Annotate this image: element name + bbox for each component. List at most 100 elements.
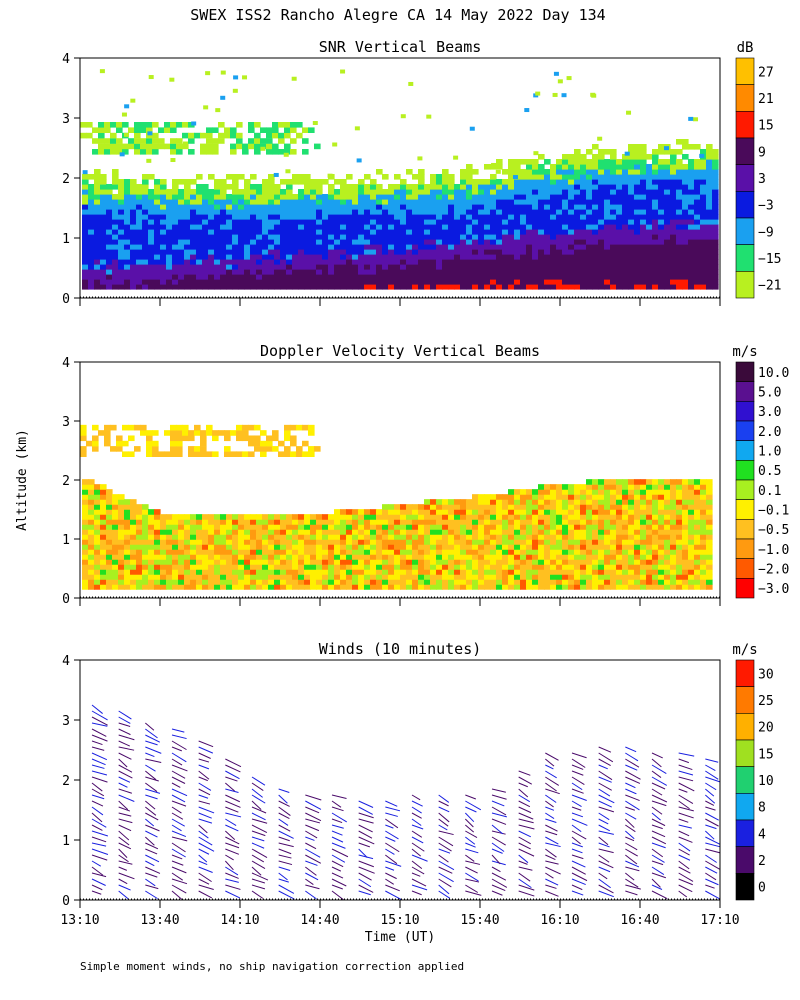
snr-cell xyxy=(218,138,225,144)
velocity-cell xyxy=(442,564,449,570)
velocity-cell xyxy=(568,549,575,555)
velocity-cell xyxy=(418,574,425,580)
snr-cell xyxy=(268,234,275,240)
colorbar-segment xyxy=(735,361,755,382)
snr-cell xyxy=(244,194,251,200)
velocity-cell xyxy=(242,451,249,457)
velocity-cell xyxy=(358,514,365,520)
snr-cell xyxy=(424,184,431,190)
velocity-cell xyxy=(622,564,629,570)
velocity-cell xyxy=(112,529,119,535)
velocity-cell xyxy=(352,529,359,535)
snr-cell xyxy=(514,264,521,270)
velocity-cell xyxy=(610,549,617,555)
snr-cell xyxy=(106,194,113,200)
snr-cell xyxy=(82,189,89,195)
snr-cell xyxy=(310,179,317,185)
snr-cell xyxy=(670,229,677,235)
snr-cell xyxy=(212,127,219,133)
snr-cell xyxy=(178,204,185,210)
snr-cell xyxy=(454,284,461,290)
snr-cell xyxy=(310,184,317,190)
snr-cell xyxy=(682,164,689,170)
velocity-cell xyxy=(262,554,269,560)
snr-cell xyxy=(490,239,497,245)
snr-cell xyxy=(376,234,383,240)
snr-cell xyxy=(230,127,237,133)
snr-cell xyxy=(526,259,533,265)
velocity-cell xyxy=(340,574,347,580)
snr-cell xyxy=(700,279,707,285)
velocity-cell xyxy=(550,499,557,505)
snr-cell xyxy=(400,199,407,205)
snr-cell xyxy=(170,138,177,144)
velocity-cell xyxy=(206,424,213,431)
velocity-cell xyxy=(676,559,683,565)
snr-cell xyxy=(406,209,413,215)
velocity-cell xyxy=(664,519,671,525)
velocity-cell xyxy=(230,451,237,457)
snr-cell xyxy=(262,254,269,260)
snr-cell xyxy=(466,234,473,240)
snr-cell xyxy=(328,209,335,215)
snr-cell xyxy=(514,204,521,210)
snr-cell xyxy=(586,219,593,225)
snr-cell xyxy=(310,214,317,220)
velocity-cell xyxy=(124,509,131,515)
wind-barb xyxy=(171,734,187,740)
velocity-cell xyxy=(82,529,89,535)
snr-cell xyxy=(196,219,203,225)
snr-cell xyxy=(580,264,587,270)
velocity-cell xyxy=(364,564,371,570)
snr-cell xyxy=(688,199,695,205)
velocity-cell xyxy=(406,559,413,565)
velocity-cell xyxy=(358,529,365,535)
snr-cell xyxy=(262,259,269,265)
velocity-cell xyxy=(616,574,623,580)
snr-cell xyxy=(514,214,521,220)
snr-cell xyxy=(604,239,611,245)
snr-cell xyxy=(200,149,207,155)
velocity-cell xyxy=(166,579,173,585)
wind-barb xyxy=(145,818,155,827)
velocity-cell xyxy=(370,579,377,585)
colorbar-label: −2.0 xyxy=(758,563,789,578)
velocity-cell xyxy=(556,529,563,535)
velocity-cell xyxy=(142,584,149,590)
snr-cell xyxy=(574,234,581,240)
snr-cell xyxy=(370,269,377,275)
velocity-cell xyxy=(284,451,291,457)
snr-cell xyxy=(106,199,113,205)
snr-cell xyxy=(562,244,569,250)
wind-barb xyxy=(118,800,129,811)
snr-cell xyxy=(106,229,113,235)
snr-cell xyxy=(292,229,299,235)
snr-cell xyxy=(538,279,545,285)
snr-cell xyxy=(166,194,173,200)
snr-cell xyxy=(80,132,87,139)
snr-cell xyxy=(130,284,137,290)
snr-cell xyxy=(526,174,533,180)
velocity-cell xyxy=(170,440,177,447)
snr-cell xyxy=(130,249,137,255)
snr-cell xyxy=(88,269,95,275)
snr-cell xyxy=(88,234,95,240)
velocity-cell xyxy=(280,529,287,535)
snr-cell xyxy=(82,204,89,210)
snr-cell xyxy=(538,179,545,185)
velocity-cell xyxy=(214,564,221,570)
snr-cell xyxy=(646,259,653,265)
snr-cell xyxy=(538,169,545,175)
velocity-cell xyxy=(610,489,617,495)
snr-cell xyxy=(634,249,641,255)
velocity-cell xyxy=(598,494,605,500)
velocity-cell xyxy=(550,564,557,570)
snr-cell xyxy=(106,269,113,275)
snr-cell xyxy=(334,269,341,275)
velocity-cell xyxy=(424,514,431,520)
snr-cell xyxy=(260,143,267,150)
velocity-cell xyxy=(166,539,173,545)
snr-cell xyxy=(562,254,569,260)
snr-cell xyxy=(526,179,533,185)
snr-cell xyxy=(328,199,335,205)
